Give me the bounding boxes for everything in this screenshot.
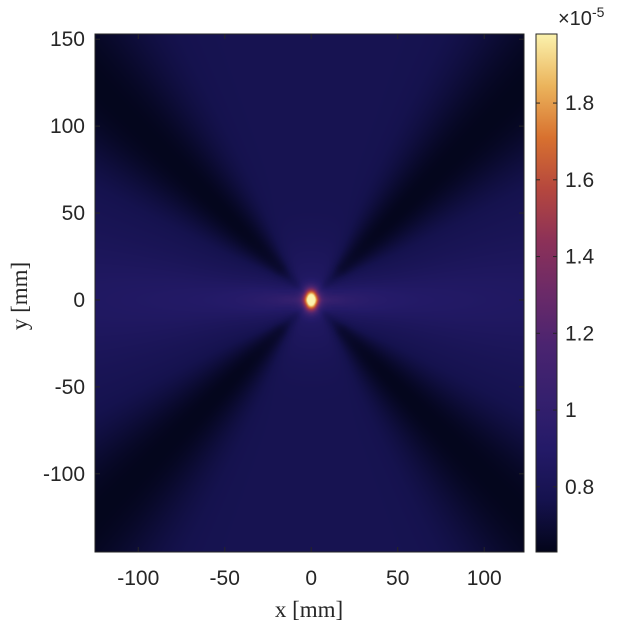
colorbar-tick-label: 0.8 <box>565 476 594 499</box>
colorbar-gradient <box>536 34 557 552</box>
colorbar-tick-label: 1.4 <box>565 246 595 269</box>
heatmap-image <box>95 34 524 552</box>
x-tick-label: 100 <box>467 567 502 590</box>
colorbar-tick-label: 1.6 <box>565 169 594 192</box>
plot-frame <box>94 33 525 553</box>
x-axis-label: x [mm] <box>275 597 343 622</box>
y-axis-label: y [mm] <box>7 262 32 330</box>
x-axis-ticks: -100 -50 0 50 100 <box>117 34 502 590</box>
x-tick-label: 0 <box>305 567 317 590</box>
colorbar: 0.8 1 1.2 1.4 1.6 1.8 ×10-5 <box>535 4 605 553</box>
y-tick-label: 150 <box>50 28 85 51</box>
colorbar-exponent-value: -5 <box>592 4 605 20</box>
y-tick-label: 100 <box>50 115 85 138</box>
x-tick-label: 50 <box>386 567 409 590</box>
y-axis-ticks: -100 -50 0 50 100 150 <box>43 28 524 486</box>
x-tick-label: -100 <box>117 567 159 590</box>
colorbar-tick-label: 1.2 <box>565 322 594 345</box>
colorbar-frame <box>535 33 558 553</box>
colorbar-multiplier: ×10 <box>558 8 592 30</box>
colorbar-tick-label: 1.8 <box>565 92 594 115</box>
y-tick-label: -100 <box>43 463 85 486</box>
y-tick-label: 50 <box>62 202 85 225</box>
y-tick-label: -50 <box>55 376 85 399</box>
plot-area <box>94 33 525 553</box>
colorbar-exponent: ×10-5 <box>558 4 605 30</box>
x-tick-label: -50 <box>210 567 240 590</box>
y-tick-label: 0 <box>73 289 85 312</box>
colorbar-tick-label: 1 <box>565 399 577 422</box>
colorbar-ticks: 0.8 1 1.2 1.4 1.6 1.8 <box>536 92 595 499</box>
